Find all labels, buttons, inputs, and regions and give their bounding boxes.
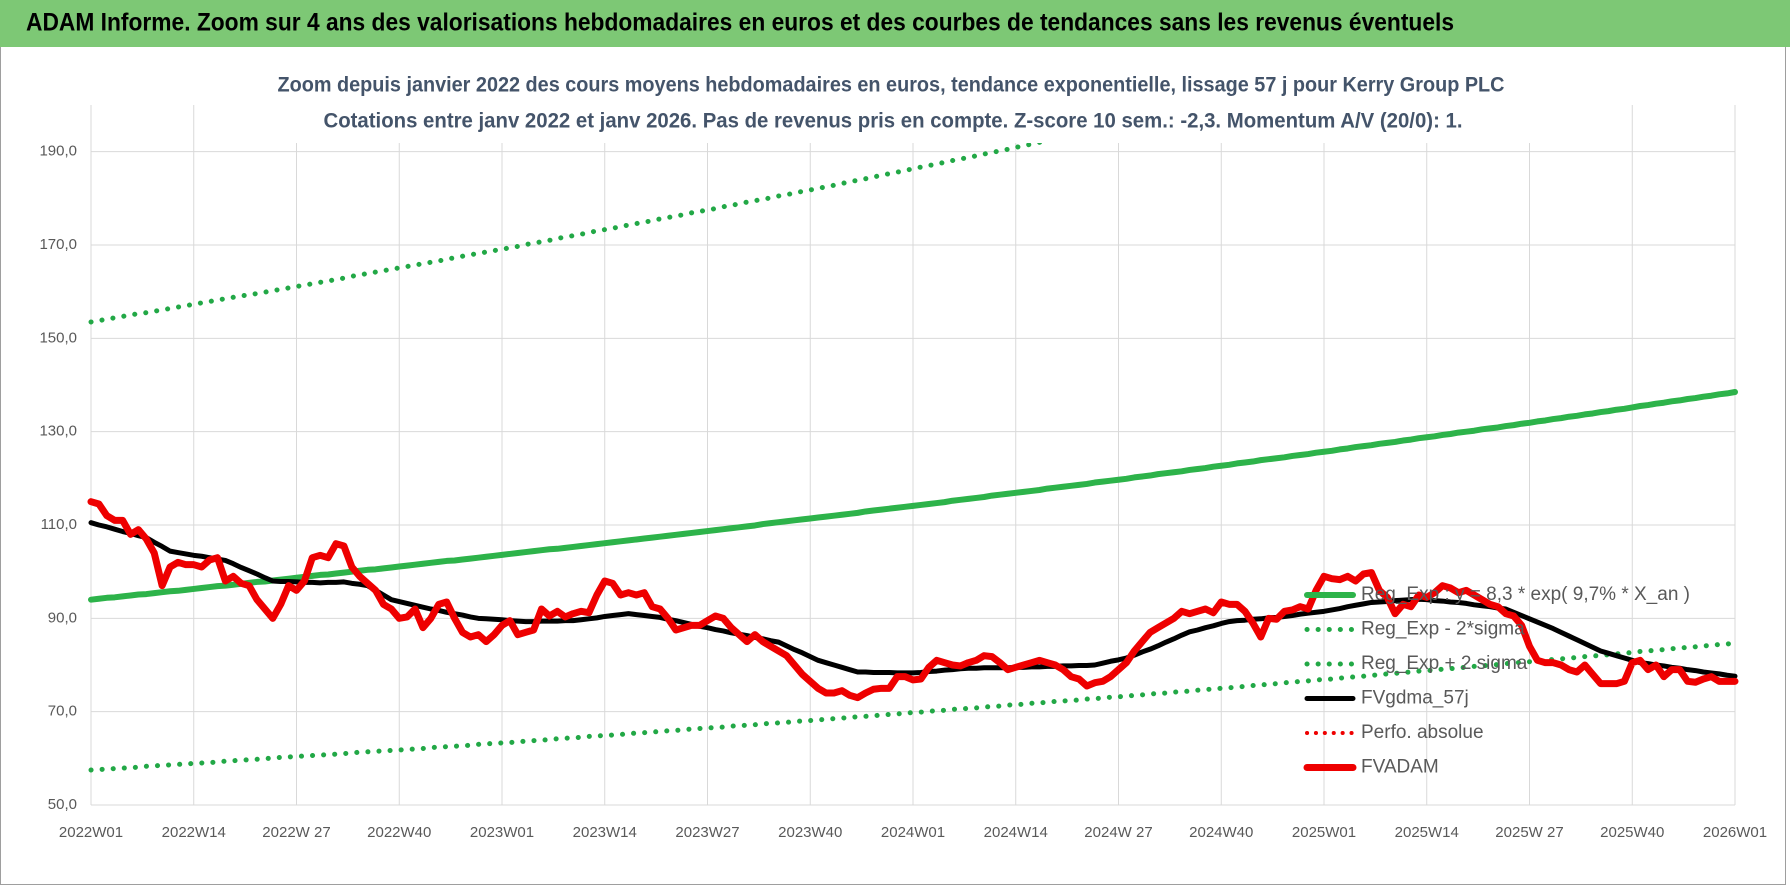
legend-label: Reg_Exp + 2 sigma <box>1361 653 1528 674</box>
x-tick-label: 2023W40 <box>778 824 842 841</box>
x-tick-label: 2022W 27 <box>262 824 330 841</box>
legend-label: Reg_Exp : y = 8,3 * exp( 9,7% * X_an ) <box>1361 584 1690 605</box>
x-tick-label: 2023W14 <box>573 824 637 841</box>
y-tick-label: 190,0 <box>39 143 77 160</box>
x-tick-label: 2024W01 <box>881 824 945 841</box>
chart-title: Zoom depuis janvier 2022 des cours moyen… <box>278 74 1505 97</box>
x-tick-label: 2022W14 <box>162 824 226 841</box>
legend-label: FVADAM <box>1361 757 1439 778</box>
x-tick-label: 2022W40 <box>367 824 431 841</box>
header-title: ADAM Informe. Zoom sur 4 ans des valoris… <box>26 9 1454 37</box>
x-tick-label: 2025W14 <box>1395 824 1459 841</box>
grid: 50,0 70,0 90,0 110,0 130,0 150,0 170,0 190,0 202… <box>39 105 1767 841</box>
x-tick-label: 2023W27 <box>675 824 739 841</box>
title-box <box>268 68 1530 143</box>
chart-subtitle: Cotations entre janv 2022 et janv 2026. … <box>324 110 1463 133</box>
x-tick-label: 2022W01 <box>59 824 123 841</box>
x-tick-label: 2025W01 <box>1292 824 1356 841</box>
x-tick-label: 2024W14 <box>984 824 1048 841</box>
x-tick-label: 2024W40 <box>1189 824 1253 841</box>
y-tick-label: 50,0 <box>48 796 77 813</box>
y-tick-label: 70,0 <box>48 703 77 720</box>
y-tick-label: 90,0 <box>48 609 77 626</box>
x-tick-label: 2026W01 <box>1703 824 1767 841</box>
y-tick-label: 170,0 <box>39 236 77 253</box>
header-bar <box>0 0 1790 47</box>
y-tick-label: 130,0 <box>39 423 77 440</box>
series-line <box>88 389 1738 603</box>
series-line <box>87 498 1739 702</box>
legend: Reg_Exp : y = 8,3 * exp( 9,7% * X_an ) Re… <box>1303 584 1690 778</box>
y-tick-label: 110,0 <box>41 516 77 533</box>
x-tick-label: 2023W01 <box>470 824 534 841</box>
legend-label: FVgdma_57j <box>1361 688 1469 709</box>
x-tick-label: 2025W40 <box>1600 824 1664 841</box>
x-tick-label: 2024W 27 <box>1084 824 1152 841</box>
legend-label: Perfo. absolue <box>1361 722 1484 743</box>
series-line <box>88 640 1738 773</box>
plot-area <box>87 105 1739 773</box>
legend-label: Reg_Exp - 2*sigma <box>1361 619 1525 640</box>
series-line <box>88 105 1227 325</box>
y-tick-label: 150,0 <box>39 329 77 346</box>
x-tick-label: 2025W 27 <box>1495 824 1563 841</box>
